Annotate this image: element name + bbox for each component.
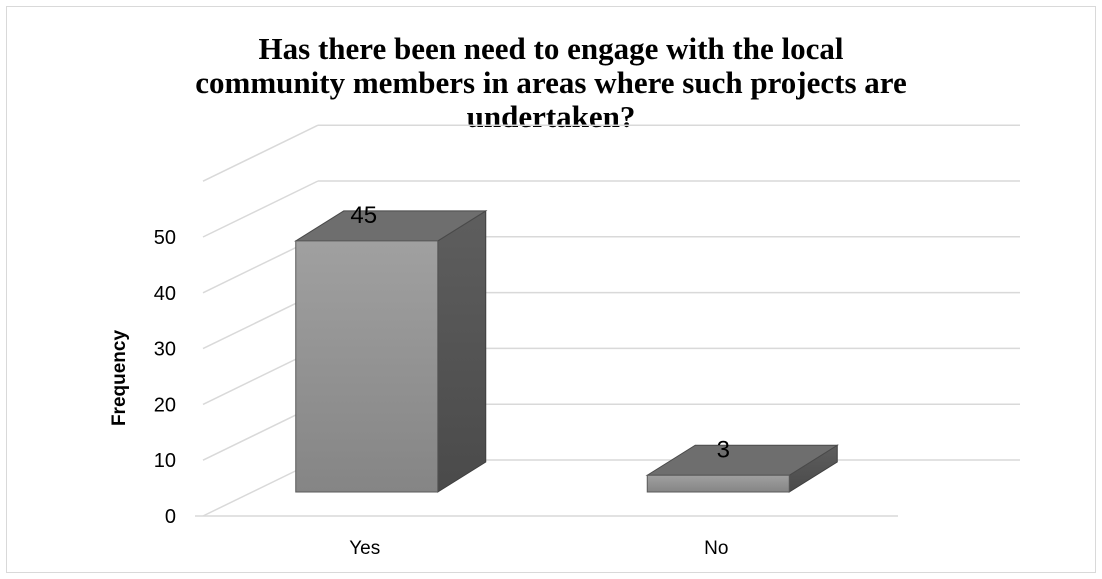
bar-side bbox=[437, 209, 487, 493]
chart-frame bbox=[6, 6, 1096, 573]
data-label: 45 bbox=[350, 202, 377, 229]
y-tick-label: 50 bbox=[154, 227, 176, 249]
chart-title: Has there been need to engage with the l… bbox=[0, 32, 1102, 134]
bar-no: 3 bbox=[645, 436, 839, 493]
y-tick-label: 20 bbox=[154, 394, 176, 416]
y-axis-label: Frequency bbox=[109, 330, 130, 427]
y-tick-layer: 0 10 20 30 40 50 bbox=[154, 227, 176, 528]
chart-title-line-2: community members in areas where such pr… bbox=[195, 65, 907, 100]
bar-yes: 45 bbox=[294, 202, 488, 493]
category-label: Yes bbox=[349, 538, 380, 559]
y-tick-label: 30 bbox=[154, 339, 176, 361]
chart-title-line-3: undertaken? bbox=[466, 99, 636, 134]
category-label: No bbox=[704, 538, 728, 559]
bar-front bbox=[646, 474, 790, 493]
category-layer: Yes No bbox=[349, 538, 728, 559]
y-tick-label: 40 bbox=[154, 283, 176, 305]
y-tick-label: 0 bbox=[165, 506, 176, 528]
gridline-side bbox=[202, 124, 319, 182]
chart-title-line-1: Has there been need to engage with the l… bbox=[258, 31, 844, 66]
bar-front bbox=[295, 240, 439, 493]
data-label: 3 bbox=[717, 436, 730, 463]
gridline-side bbox=[202, 180, 319, 238]
y-tick-label: 10 bbox=[154, 450, 176, 472]
bar-layer: 45 3 bbox=[294, 202, 839, 493]
